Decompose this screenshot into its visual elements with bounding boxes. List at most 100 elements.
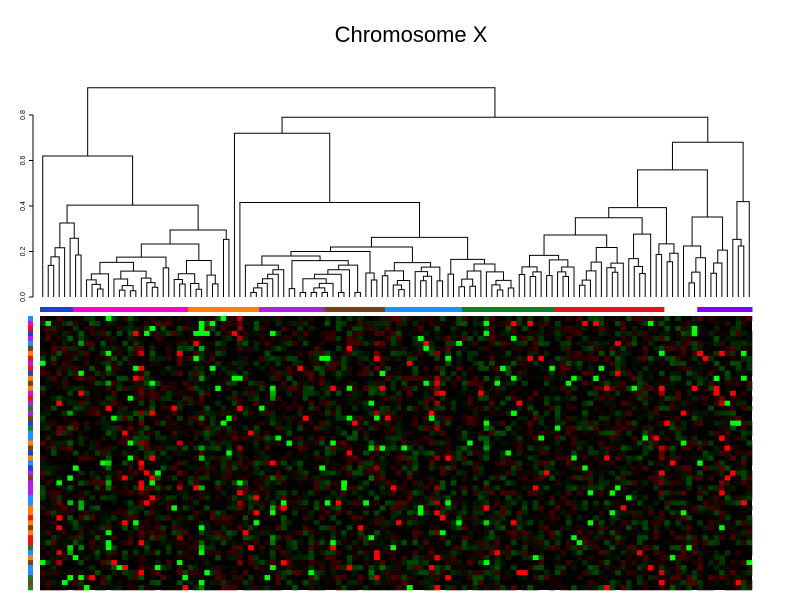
heatmap-cell — [494, 385, 501, 392]
heatmap-cell — [176, 510, 183, 516]
heatmap-cell — [483, 330, 490, 337]
dendrogram-branch — [206, 274, 216, 297]
heatmap-cell — [571, 405, 578, 411]
dendrogram-branch — [717, 249, 728, 297]
heatmap-cell — [494, 330, 501, 337]
heatmap-cell — [138, 465, 145, 471]
heatmap-cell — [94, 365, 101, 372]
dendrogram-branch — [50, 256, 60, 297]
heatmap-cell — [538, 425, 545, 431]
heatmap-cell — [297, 360, 304, 367]
heatmap-cell — [330, 540, 337, 546]
heatmap-cell — [450, 410, 457, 416]
heatmap-cell — [160, 415, 167, 421]
heatmap-cell — [160, 410, 167, 416]
heatmap-cell — [428, 465, 435, 471]
heatmap-cell — [248, 545, 254, 551]
heatmap-cell — [456, 510, 463, 516]
heatmap-cell — [259, 475, 265, 481]
heatmap-cell — [368, 455, 375, 461]
heatmap-cell — [319, 470, 326, 476]
heatmap-cell — [412, 325, 419, 332]
heatmap-cell — [363, 400, 369, 406]
heatmap-cell — [379, 495, 386, 501]
heatmap-cell — [390, 470, 397, 476]
heatmap-cell — [396, 316, 402, 322]
heatmap-cell — [122, 325, 128, 332]
heatmap-cell — [319, 335, 326, 342]
heatmap-cell — [160, 430, 167, 436]
heatmap-cell — [461, 375, 468, 382]
heatmap-cell — [209, 370, 216, 377]
heatmap-cell — [598, 325, 605, 332]
heatmap-cell — [686, 370, 693, 377]
heatmap-cell — [111, 490, 117, 496]
heatmap-cell — [226, 455, 232, 461]
heatmap-cell — [40, 470, 46, 476]
heatmap-cell — [94, 345, 101, 352]
heatmap-cell — [669, 370, 676, 377]
dendrogram-branch — [713, 262, 723, 297]
dendrogram-branch — [186, 259, 212, 276]
heatmap-cell — [636, 515, 643, 521]
heatmap-cell — [390, 415, 397, 421]
heatmap-cell — [467, 355, 473, 362]
heatmap-cell — [193, 540, 200, 546]
heatmap-cell — [105, 470, 112, 476]
heatmap-cell — [708, 370, 714, 377]
heatmap-cell — [412, 455, 419, 461]
heatmap-cell — [335, 320, 342, 327]
heatmap-cell — [72, 435, 79, 441]
heatmap-cell — [467, 425, 473, 431]
heatmap-cell — [412, 530, 419, 536]
heatmap-cell — [133, 316, 139, 322]
heatmap-cell — [642, 465, 649, 471]
heatmap-cell — [56, 525, 63, 531]
heatmap-cell — [374, 395, 380, 401]
heatmap-cell — [149, 475, 156, 481]
heatmap-cell — [396, 340, 402, 347]
heatmap-cell — [500, 450, 506, 456]
heatmap-cell — [215, 340, 222, 347]
heatmap-cell — [291, 330, 298, 337]
heatmap-cell — [428, 425, 435, 431]
heatmap-cell — [702, 490, 709, 496]
heatmap-cell — [341, 455, 348, 461]
heatmap-cell — [45, 375, 52, 382]
heatmap-cell — [286, 335, 293, 342]
heatmap-cell — [237, 325, 243, 332]
heatmap-cell — [636, 316, 643, 322]
heatmap-cell — [680, 410, 687, 416]
heatmap-cell — [374, 410, 380, 416]
heatmap-cell — [40, 350, 46, 357]
heatmap-cell — [352, 360, 358, 367]
dendrogram-branch — [695, 257, 706, 297]
heatmap-cell — [209, 450, 216, 456]
heatmap-cell — [620, 430, 627, 436]
heatmap-cell — [341, 415, 348, 421]
heatmap-cell — [155, 520, 161, 526]
heatmap-cell — [226, 475, 232, 481]
heatmap-cell — [390, 345, 397, 352]
heatmap-cell — [598, 440, 605, 446]
heatmap-cell — [78, 515, 85, 521]
heatmap-cell — [171, 355, 178, 362]
heatmap-cell — [719, 340, 725, 347]
heatmap-cell — [724, 335, 731, 342]
heatmap-cell — [308, 455, 315, 461]
heatmap-cell — [165, 350, 172, 357]
heatmap-cell — [111, 510, 117, 516]
heatmap-cell — [412, 485, 419, 491]
heatmap-cell — [576, 540, 583, 546]
heatmap-cell — [576, 530, 583, 536]
heatmap-cell — [735, 530, 742, 536]
dendrogram-branch — [447, 273, 455, 297]
heatmap-cell — [390, 420, 397, 426]
heatmap-cell — [439, 445, 446, 451]
heatmap-cell — [242, 375, 249, 382]
heatmap-cell — [724, 360, 731, 367]
heatmap-cell — [593, 455, 599, 461]
heatmap-cell — [604, 360, 610, 367]
heatmap-cell — [286, 475, 293, 481]
heatmap-cell — [516, 440, 523, 446]
